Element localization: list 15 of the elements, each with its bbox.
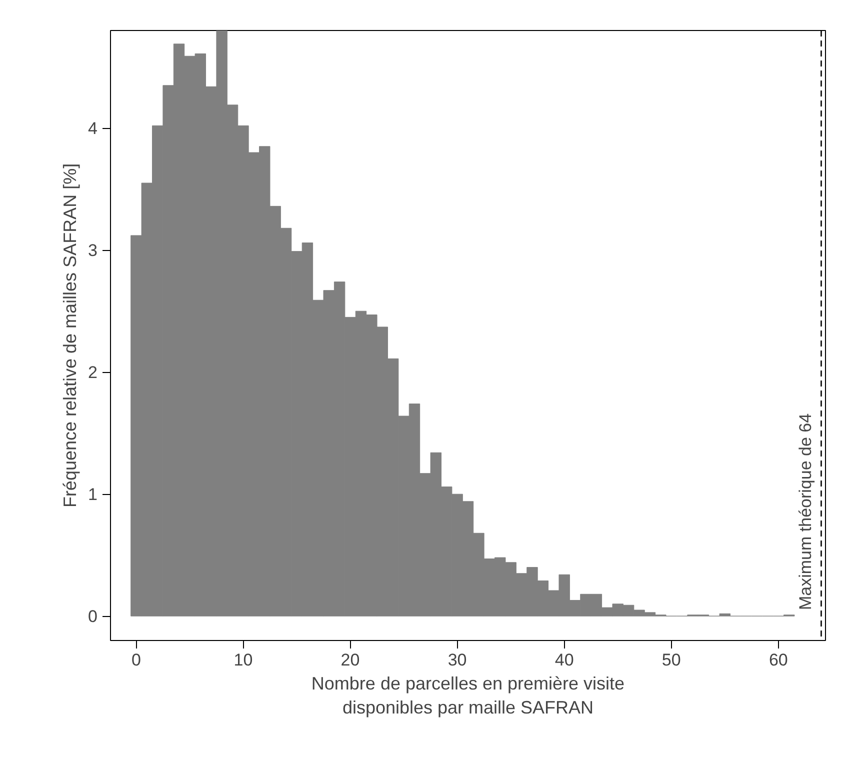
x-tick-label: 20: [340, 650, 360, 670]
x-tick-label: 50: [662, 650, 681, 670]
y-tick-label: 1: [88, 485, 98, 504]
y-axis-title: Fréquence relative de mailles SAFRAN [%]: [60, 163, 80, 508]
y-tick-label: 3: [88, 241, 98, 260]
x-tick-label: 60: [768, 650, 788, 670]
y-tick-label: 0: [88, 607, 98, 626]
x-tick-label: 40: [554, 650, 574, 670]
y-tick-label: 4: [88, 119, 98, 138]
x-axis-title: Nombre de parcelles en première visite disponibles par maille SAFRAN: [311, 674, 625, 718]
x-tick-label: 0: [131, 650, 141, 670]
x-tick-label: 30: [448, 650, 467, 670]
x-tick-label: 10: [234, 650, 253, 670]
y-tick-label: 2: [88, 363, 98, 382]
ref-line-label: Maximum théorique de 64: [796, 413, 816, 610]
